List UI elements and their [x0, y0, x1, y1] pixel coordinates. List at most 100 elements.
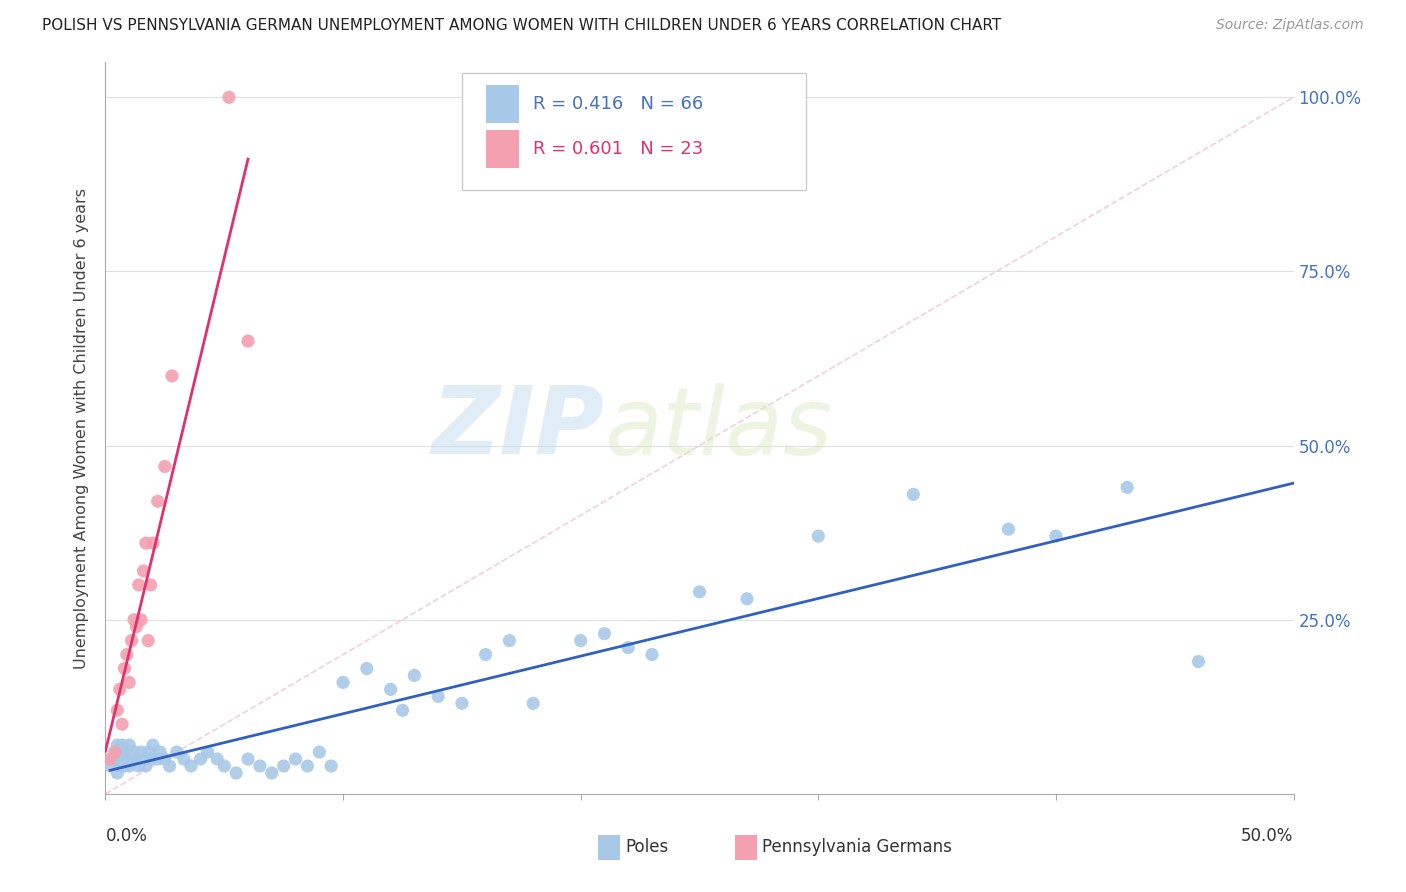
- Point: [122, 613, 145, 627]
- Point: [308, 745, 330, 759]
- Point: [735, 591, 758, 606]
- Point: [129, 613, 152, 627]
- Point: [284, 752, 307, 766]
- Point: [146, 494, 169, 508]
- Point: [153, 752, 176, 766]
- Point: [1116, 480, 1139, 494]
- Point: [214, 759, 236, 773]
- Point: [136, 745, 159, 759]
- Point: [197, 745, 219, 759]
- Point: [98, 759, 121, 773]
- Text: Poles: Poles: [626, 838, 669, 855]
- Point: [142, 738, 165, 752]
- Point: [593, 626, 616, 640]
- Point: [997, 522, 1019, 536]
- Point: [129, 745, 152, 759]
- Point: [159, 759, 181, 773]
- Point: [108, 745, 131, 759]
- Point: [498, 633, 520, 648]
- Point: [128, 759, 150, 773]
- Point: [807, 529, 830, 543]
- Point: [121, 633, 143, 648]
- Point: [236, 752, 259, 766]
- Point: [104, 745, 127, 759]
- Text: 0.0%: 0.0%: [105, 827, 148, 845]
- Point: [115, 648, 138, 662]
- Point: [118, 759, 141, 773]
- Point: [108, 759, 131, 773]
- Point: [153, 459, 176, 474]
- Point: [205, 752, 228, 766]
- Point: [114, 661, 136, 675]
- Point: [114, 759, 136, 773]
- Point: [617, 640, 640, 655]
- Point: [105, 766, 128, 780]
- Point: [273, 759, 295, 773]
- Bar: [599, 835, 620, 860]
- Point: [236, 334, 259, 348]
- Point: [218, 90, 240, 104]
- Point: [391, 703, 413, 717]
- Point: [356, 661, 378, 675]
- Point: [142, 536, 165, 550]
- Point: [128, 578, 150, 592]
- FancyBboxPatch shape: [461, 73, 807, 191]
- Point: [249, 759, 271, 773]
- Point: [108, 682, 131, 697]
- Point: [474, 648, 496, 662]
- Point: [125, 620, 148, 634]
- Point: [321, 759, 343, 773]
- Y-axis label: Unemployment Among Women with Children Under 6 years: Unemployment Among Women with Children U…: [75, 187, 90, 669]
- Point: [260, 766, 283, 780]
- Point: [115, 752, 138, 766]
- Point: [121, 752, 143, 766]
- Point: [522, 696, 544, 710]
- Point: [190, 752, 212, 766]
- Point: [118, 675, 141, 690]
- Bar: [735, 835, 756, 860]
- Point: [569, 633, 592, 648]
- Point: [135, 536, 157, 550]
- Point: [641, 648, 664, 662]
- Point: [111, 752, 134, 766]
- Text: atlas: atlas: [605, 383, 832, 474]
- Point: [139, 578, 162, 592]
- Bar: [485, 85, 519, 123]
- Point: [173, 752, 195, 766]
- Point: [149, 745, 172, 759]
- Point: [111, 738, 134, 752]
- Point: [101, 752, 124, 766]
- Text: POLISH VS PENNSYLVANIA GERMAN UNEMPLOYMENT AMONG WOMEN WITH CHILDREN UNDER 6 YEA: POLISH VS PENNSYLVANIA GERMAN UNEMPLOYME…: [42, 18, 1001, 33]
- Point: [380, 682, 402, 697]
- Point: [450, 696, 472, 710]
- Point: [146, 752, 169, 766]
- Text: 50.0%: 50.0%: [1241, 827, 1294, 845]
- Bar: [485, 130, 519, 169]
- Point: [903, 487, 925, 501]
- Point: [297, 759, 319, 773]
- Text: R = 0.416   N = 66: R = 0.416 N = 66: [533, 95, 703, 113]
- Point: [427, 690, 450, 704]
- Point: [225, 766, 247, 780]
- Point: [104, 745, 127, 759]
- Point: [160, 368, 183, 383]
- Text: Pennsylvania Germans: Pennsylvania Germans: [762, 838, 952, 855]
- Point: [135, 759, 157, 773]
- Text: ZIP: ZIP: [432, 382, 605, 475]
- Point: [139, 752, 162, 766]
- Point: [136, 633, 159, 648]
- Point: [98, 752, 121, 766]
- Text: R = 0.601   N = 23: R = 0.601 N = 23: [533, 140, 703, 159]
- Point: [105, 738, 128, 752]
- Point: [125, 752, 148, 766]
- Point: [105, 703, 128, 717]
- Point: [332, 675, 354, 690]
- Text: Source: ZipAtlas.com: Source: ZipAtlas.com: [1216, 18, 1364, 32]
- Point: [166, 745, 188, 759]
- Point: [111, 717, 134, 731]
- Point: [118, 738, 141, 752]
- Point: [404, 668, 426, 682]
- Point: [689, 585, 711, 599]
- Point: [180, 759, 202, 773]
- Point: [132, 752, 155, 766]
